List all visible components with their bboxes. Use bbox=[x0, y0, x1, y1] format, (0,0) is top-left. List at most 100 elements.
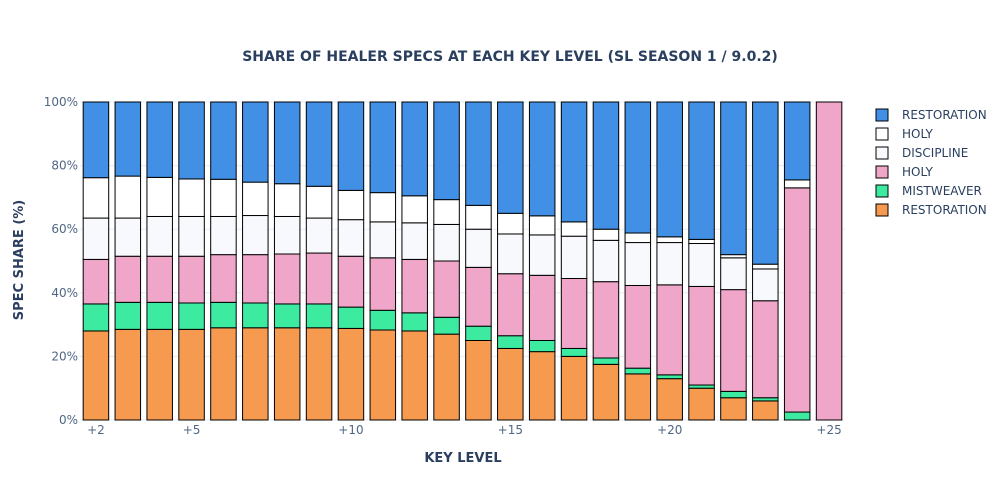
bar-segment-series3-x15[interactable] bbox=[497, 233, 524, 275]
bar-segment-series3-x22[interactable] bbox=[720, 257, 747, 291]
bar-segment-series4-x24[interactable] bbox=[783, 179, 811, 189]
bar-segment-series2-x19[interactable] bbox=[624, 284, 652, 369]
bar-segment-series5-x7[interactable] bbox=[242, 101, 269, 183]
legend-swatch[interactable] bbox=[875, 108, 889, 122]
bar-segment-series3-x11[interactable] bbox=[369, 221, 397, 259]
bar-segment-series3-x9[interactable] bbox=[305, 217, 333, 254]
bar-segment-series2-x12[interactable] bbox=[401, 258, 428, 314]
bar-segment-series4-x2[interactable] bbox=[82, 177, 110, 219]
bar-segment-series1-x20[interactable] bbox=[656, 374, 683, 380]
bar-segment-series4-x7[interactable] bbox=[242, 181, 269, 217]
bar-segment-series3-x4[interactable] bbox=[146, 215, 173, 257]
bar-segment-series0-x18[interactable] bbox=[592, 363, 620, 421]
bar-segment-series0-x13[interactable] bbox=[433, 333, 460, 421]
bar-segment-series2-x8[interactable] bbox=[273, 253, 301, 305]
bar-segment-series5-x5[interactable] bbox=[178, 101, 205, 180]
bar-segment-series2-x15[interactable] bbox=[497, 273, 524, 337]
bar-segment-series5-x22[interactable] bbox=[720, 101, 747, 256]
bar-segment-series3-x14[interactable] bbox=[465, 228, 492, 268]
bar-segment-series0-x2[interactable] bbox=[82, 330, 110, 421]
bar-segment-series3-x2[interactable] bbox=[82, 217, 110, 260]
bar-segment-series2-x2[interactable] bbox=[82, 258, 110, 305]
bar-segment-series4-x15[interactable] bbox=[497, 212, 524, 235]
bar-segment-series2-x13[interactable] bbox=[433, 260, 460, 318]
bar-segment-series4-x13[interactable] bbox=[433, 199, 460, 225]
bar-segment-series5-x21[interactable] bbox=[688, 101, 715, 240]
bar-segment-series5-x20[interactable] bbox=[656, 101, 683, 238]
bar-segment-series0-x9[interactable] bbox=[305, 327, 333, 421]
bar-segment-series0-x21[interactable] bbox=[688, 387, 715, 421]
bar-segment-series2-x14[interactable] bbox=[465, 266, 492, 327]
bar-segment-series5-x14[interactable] bbox=[465, 101, 492, 206]
bar-segment-series5-x11[interactable] bbox=[369, 101, 397, 194]
bar-segment-series0-x19[interactable] bbox=[624, 373, 652, 421]
bar-segment-series5-x2[interactable] bbox=[82, 101, 110, 179]
bar-segment-series5-x13[interactable] bbox=[433, 101, 460, 201]
legend-swatch[interactable] bbox=[875, 184, 889, 198]
legend-swatch[interactable] bbox=[875, 165, 889, 179]
bar-segment-series0-x14[interactable] bbox=[465, 340, 492, 421]
bar-segment-series4-x16[interactable] bbox=[528, 215, 556, 236]
bar-segment-series1-x15[interactable] bbox=[497, 335, 524, 349]
bar-segment-series1-x5[interactable] bbox=[178, 302, 205, 330]
bar-segment-series2-x10[interactable] bbox=[337, 255, 365, 308]
bar-segment-series4-x18[interactable] bbox=[592, 228, 620, 241]
legend-item-label[interactable]: RESTORATION bbox=[902, 108, 987, 122]
bar-segment-series2-x23[interactable] bbox=[752, 300, 779, 399]
bar-segment-series4-x12[interactable] bbox=[401, 195, 428, 224]
bar-segment-series4-x9[interactable] bbox=[305, 185, 333, 219]
bar-segment-series4-x20[interactable] bbox=[656, 236, 683, 244]
bar-segment-series1-x9[interactable] bbox=[305, 303, 333, 329]
bar-segment-series2-x18[interactable] bbox=[592, 281, 620, 359]
bar-segment-series0-x12[interactable] bbox=[401, 330, 428, 421]
bar-segment-series1-x22[interactable] bbox=[720, 390, 747, 399]
bar-segment-series2-x24[interactable] bbox=[783, 187, 811, 413]
bar-segment-series5-x12[interactable] bbox=[401, 101, 428, 197]
bar-segment-series1-x3[interactable] bbox=[114, 301, 142, 330]
bar-segment-series1-x13[interactable] bbox=[433, 316, 460, 335]
legend-item-label[interactable]: RESTORATION bbox=[902, 203, 987, 217]
bar-segment-series0-x20[interactable] bbox=[656, 378, 683, 421]
bar-segment-series1-x17[interactable] bbox=[560, 347, 588, 357]
bar-segment-series1-x6[interactable] bbox=[210, 301, 237, 329]
bar-segment-series2-x22[interactable] bbox=[720, 289, 747, 392]
bar-segment-series0-x15[interactable] bbox=[497, 347, 524, 421]
bar-segment-series0-x11[interactable] bbox=[369, 329, 397, 421]
bar-segment-series0-x3[interactable] bbox=[114, 328, 142, 421]
bar-segment-series3-x21[interactable] bbox=[688, 243, 715, 287]
bar-segment-series0-x23[interactable] bbox=[752, 400, 779, 421]
bar-segment-series1-x16[interactable] bbox=[528, 340, 556, 353]
legend-item-label[interactable]: HOLY bbox=[902, 165, 934, 179]
legend-item-label[interactable]: MISTWEAVER bbox=[902, 184, 982, 198]
bar-segment-series1-x7[interactable] bbox=[242, 302, 269, 329]
bar-segment-series3-x10[interactable] bbox=[337, 219, 365, 257]
bar-segment-series0-x22[interactable] bbox=[720, 397, 747, 421]
bar-segment-series1-x10[interactable] bbox=[337, 306, 365, 329]
bar-segment-series2-x20[interactable] bbox=[656, 284, 683, 376]
bar-segment-series3-x6[interactable] bbox=[210, 215, 237, 256]
bar-segment-series1-x18[interactable] bbox=[592, 357, 620, 365]
bar-segment-series0-x17[interactable] bbox=[560, 355, 588, 421]
bar-segment-series3-x16[interactable] bbox=[528, 234, 556, 276]
bar-segment-series4-x11[interactable] bbox=[369, 192, 397, 223]
bar-segment-series4-x5[interactable] bbox=[178, 178, 205, 217]
bar-segment-series1-x2[interactable] bbox=[82, 303, 110, 332]
bar-segment-series0-x6[interactable] bbox=[210, 327, 237, 421]
bar-segment-series5-x23[interactable] bbox=[752, 101, 779, 265]
bar-segment-series2-x25[interactable] bbox=[815, 101, 843, 421]
legend-swatch[interactable] bbox=[875, 127, 889, 141]
bar-segment-series4-x10[interactable] bbox=[337, 189, 365, 221]
legend-swatch[interactable] bbox=[875, 146, 889, 160]
bar-segment-series0-x10[interactable] bbox=[337, 327, 365, 421]
bar-segment-series4-x23[interactable] bbox=[752, 263, 779, 270]
bar-segment-series4-x17[interactable] bbox=[560, 221, 588, 237]
bar-segment-series0-x8[interactable] bbox=[273, 327, 301, 421]
legend-item-label[interactable]: DISCIPLINE bbox=[902, 146, 968, 160]
bar-segment-series5-x15[interactable] bbox=[497, 101, 524, 214]
bar-segment-series2-x6[interactable] bbox=[210, 254, 237, 303]
bar-segment-series4-x4[interactable] bbox=[146, 176, 173, 217]
bar-segment-series3-x8[interactable] bbox=[273, 215, 301, 255]
bar-segment-series2-x5[interactable] bbox=[178, 255, 205, 304]
bar-segment-series5-x18[interactable] bbox=[592, 101, 620, 230]
bar-segment-series0-x16[interactable] bbox=[528, 351, 556, 421]
